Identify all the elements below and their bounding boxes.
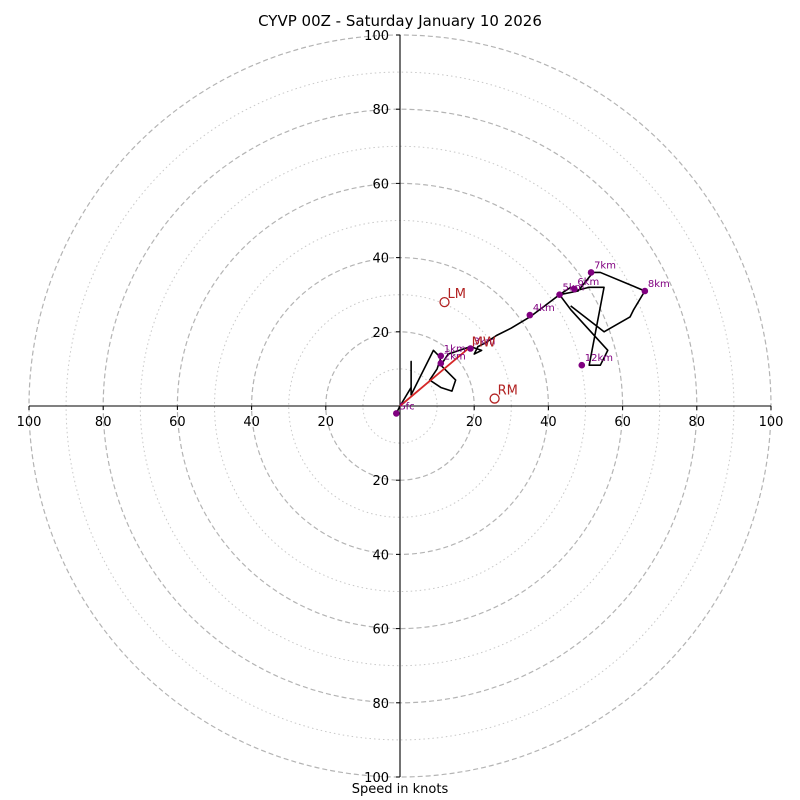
height-marker-5km [556, 291, 563, 299]
height-marker-2km-label: 2km [444, 351, 466, 362]
hodograph-line [395, 271, 646, 414]
height-marker-2km [437, 360, 445, 367]
y-tick-label: 100 [364, 29, 389, 44]
storm-motion-lm [439, 296, 450, 308]
storm-motion-rm [489, 393, 500, 404]
height-marker-3km [467, 345, 474, 352]
height-marker-sfc-label: Sfc [399, 401, 414, 412]
chart-title: CYVP 00Z - Saturday January 10 2026 [258, 12, 542, 30]
height-marker-12km-label: 12km [585, 353, 613, 364]
y-tick-label: 100 [364, 771, 389, 786]
y-tick-label: 20 [372, 326, 389, 341]
height-marker-1km [437, 352, 445, 360]
height-markers: Sfc1km2km3km4km5km6km7km8km12km [392, 260, 670, 417]
height-marker-12km [578, 361, 586, 369]
height-marker-7km [587, 269, 595, 276]
x-tick-label: 100 [17, 415, 42, 430]
x-tick-label: 60 [614, 415, 631, 430]
height-marker-1km-label: 1km [444, 344, 466, 355]
y-tick-label: 40 [372, 252, 389, 267]
x-axis-label: Speed in knots [351, 782, 449, 797]
y-tick-label: 60 [372, 177, 389, 192]
height-marker-sfc [392, 410, 400, 417]
storm-motion-mw-label: MW [472, 335, 496, 350]
x-tick-label: 40 [540, 415, 557, 430]
y-tick-label: 20 [372, 474, 389, 489]
shear-vector [399, 345, 472, 407]
x-tick-label: 80 [689, 415, 706, 430]
height-marker-8km [641, 287, 649, 295]
height-marker-7km-label: 7km [594, 260, 616, 271]
tick-labels: 100 80 60 40 20 20 40 60 80 100 100 80 60 40 20 20 40 60 8… [17, 29, 784, 786]
x-tick-label: 40 [243, 415, 260, 430]
y-tick-label: 80 [372, 697, 389, 712]
storm-motion-markers: LM RM MW [439, 287, 518, 404]
x-tick-label: 100 [759, 415, 784, 430]
height-marker-4km [526, 311, 534, 319]
x-tick-label: 60 [169, 415, 186, 430]
storm-motion-rm-label: RM [498, 384, 518, 399]
height-marker-4km-label: 4km [533, 303, 555, 314]
x-tick-label: 20 [318, 415, 335, 430]
x-tick-label: 80 [95, 415, 112, 430]
hodograph-series [395, 271, 646, 414]
height-marker-6km-label: 6km [577, 277, 599, 288]
y-tick-label: 40 [372, 548, 389, 563]
y-tick-label: 80 [372, 103, 389, 118]
height-marker-3km-label: 3km [473, 336, 495, 347]
x-tick-label: 20 [466, 415, 483, 430]
height-marker-6km [571, 285, 578, 293]
y-tick-label: 60 [372, 623, 389, 638]
storm-motion-lm-label: LM [448, 287, 466, 302]
height-marker-8km-label: 8km [648, 279, 670, 290]
